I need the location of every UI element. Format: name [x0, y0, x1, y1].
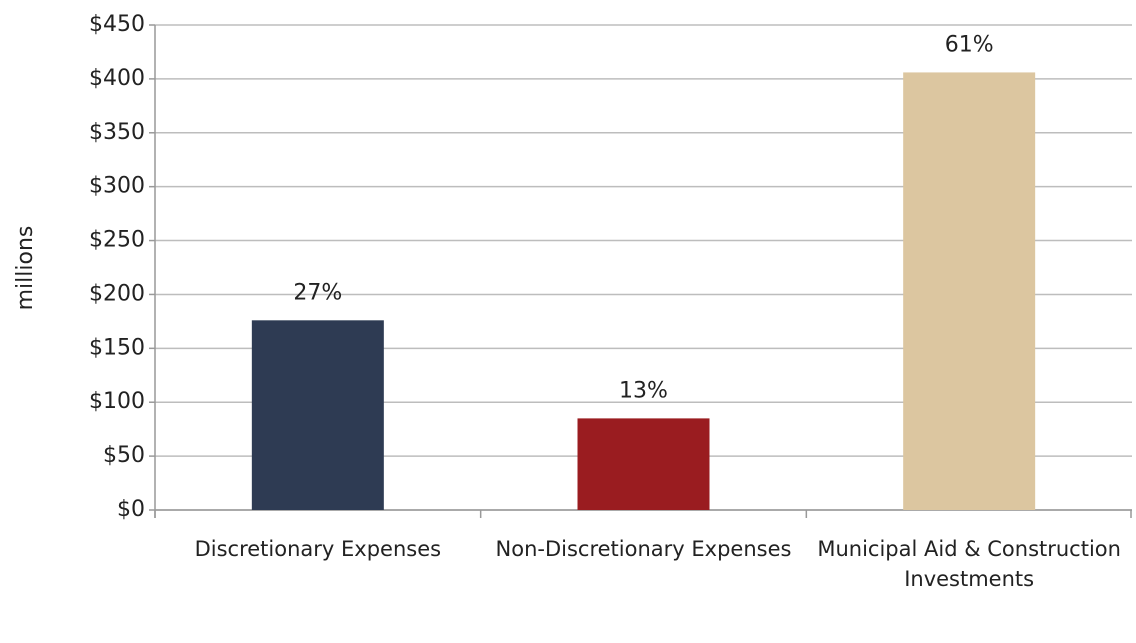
y-tick-label: $350 [89, 120, 145, 145]
bar [251, 320, 384, 510]
y-tick-label: $400 [89, 66, 145, 91]
y-tick-label: $200 [89, 281, 145, 306]
bar [577, 418, 710, 510]
y-tick-label: $50 [103, 443, 145, 468]
bar-annotation: 61% [945, 32, 994, 57]
x-tick-label: Non-Discretionary Expenses [495, 537, 792, 561]
y-axis-label: millions [13, 226, 38, 311]
bar-annotation: 27% [293, 280, 342, 305]
x-tick-label: Municipal Aid & Construction Investments [817, 537, 1121, 591]
y-tick-label: $450 [89, 12, 145, 37]
y-tick-label: $100 [89, 389, 145, 414]
bar-annotation: 13% [619, 378, 668, 403]
bar [903, 72, 1036, 510]
x-tick-label: Discretionary Expenses [194, 537, 442, 561]
y-tick-label: $300 [89, 174, 145, 199]
y-tick-label: $150 [89, 335, 145, 360]
y-tick-label: $0 [117, 497, 145, 522]
y-tick-label: $250 [89, 228, 145, 253]
